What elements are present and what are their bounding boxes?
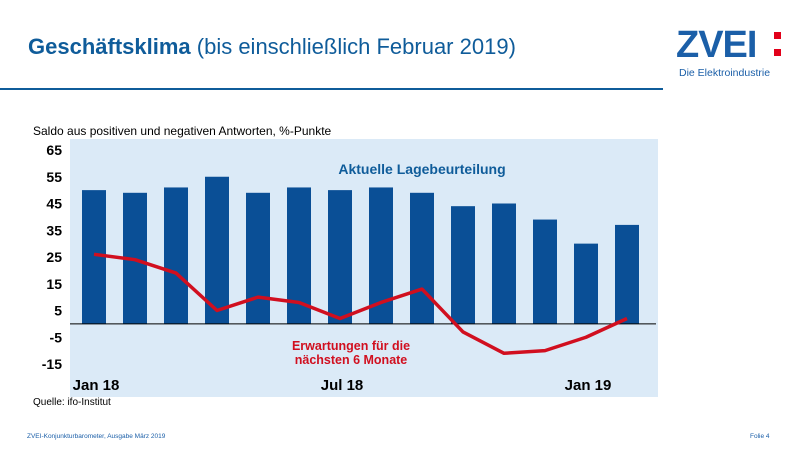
x-tick-label: Jan 19 (565, 377, 612, 394)
y-tick-label: 15 (46, 276, 62, 292)
x-axis: Jan 18 Jul 18 Jan 19 (73, 377, 612, 394)
bar-series (82, 176, 639, 324)
bar-10 (451, 206, 475, 324)
logo-wordmark: ZVEI (676, 24, 757, 66)
bar-4 (205, 176, 229, 324)
page-title: Geschäftsklima (bis einschließlich Febru… (28, 34, 516, 60)
bar-13 (574, 243, 598, 324)
y-axis: 65 55 45 35 25 15 5 -5 -15 (42, 142, 62, 372)
logo-colon (774, 32, 781, 66)
bar-9 (410, 192, 434, 324)
bar-5 (246, 192, 270, 324)
footer-edition: ZVEI-Konjunkturbarometer, Ausgabe März 2… (27, 433, 166, 440)
chart-subtitle: Saldo aus positiven und negativen Antwor… (33, 124, 332, 138)
label-aktuelle-lage: Aktuelle Lagebeurteilung (338, 161, 505, 177)
y-tick-label: 55 (46, 169, 62, 185)
title-rest: (bis einschließlich Februar 2019) (190, 34, 516, 59)
label-erwartungen-1: Erwartungen für die (292, 339, 410, 353)
bar-12 (533, 219, 557, 324)
bar-11 (492, 203, 516, 324)
chart-source: Quelle: ifo-Institut (33, 397, 111, 408)
footer-slide-number: Folie 4 (750, 433, 770, 440)
x-tick-label: Jul 18 (321, 377, 364, 394)
y-tick-label: 25 (46, 249, 62, 265)
bar-14 (615, 224, 639, 324)
label-erwartungen-2: nächsten 6 Monate (295, 353, 408, 367)
title-bold: Geschäftsklima (28, 34, 191, 59)
y-tick-label: 35 (46, 222, 62, 238)
zvei-logo: ZVEI Die Elektroindustrie (672, 22, 792, 84)
bar-3 (164, 187, 188, 324)
logo-tagline: Die Elektroindustrie (679, 67, 771, 79)
y-tick-label: 45 (46, 196, 62, 212)
y-tick-label: 65 (46, 142, 62, 158)
title-rule (0, 88, 663, 90)
y-tick-label: -15 (42, 356, 62, 372)
y-tick-label: -5 (50, 329, 63, 345)
bar-7 (328, 190, 352, 324)
x-tick-label: Jan 18 (73, 377, 120, 394)
y-tick-label: 5 (54, 303, 62, 319)
expectations-line (93, 252, 628, 356)
